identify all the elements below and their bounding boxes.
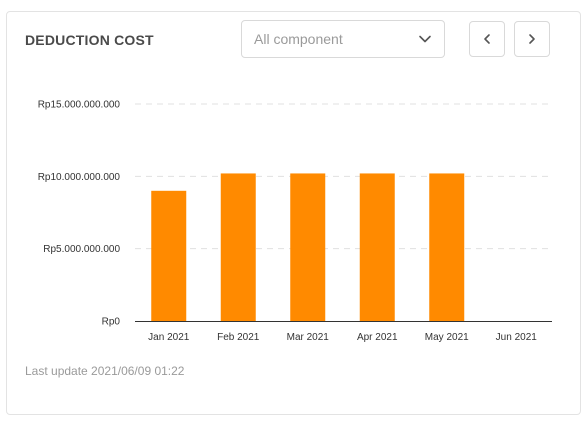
chevron-right-icon <box>529 34 535 44</box>
x-tick-label: Jan 2021 <box>148 332 190 343</box>
next-button[interactable] <box>514 21 550 57</box>
y-tick-label: Rp0 <box>102 317 121 328</box>
bar <box>220 173 256 321</box>
bar <box>290 173 326 321</box>
bar <box>359 173 395 321</box>
chevron-down-icon <box>419 35 431 43</box>
y-tick-label: Rp10.000.000.000 <box>38 172 121 183</box>
component-select-value: All component <box>254 31 343 47</box>
component-select[interactable]: All component <box>241 20 445 58</box>
x-tick-label: May 2021 <box>425 332 469 343</box>
card-title: DEDUCTION COST <box>25 32 154 48</box>
last-update-text: Last update 2021/06/09 01:22 <box>25 364 185 378</box>
bar <box>151 190 187 321</box>
x-tick-label: Feb 2021 <box>217 332 260 343</box>
deduction-cost-bar-chart: Rp0 Rp5.000.000.000 Rp10.000.000.000 Rp15.0… <box>38 100 552 343</box>
chevron-left-icon <box>484 34 490 44</box>
y-tick-label: Rp15.000.000.000 <box>38 100 121 111</box>
bar <box>429 173 465 321</box>
x-tick-label: Mar 2021 <box>287 332 330 343</box>
y-tick-label: Rp5.000.000.000 <box>43 244 120 255</box>
x-tick-label: Apr 2021 <box>357 332 398 343</box>
previous-button[interactable] <box>469 21 505 57</box>
x-tick-label: Jun 2021 <box>496 332 538 343</box>
